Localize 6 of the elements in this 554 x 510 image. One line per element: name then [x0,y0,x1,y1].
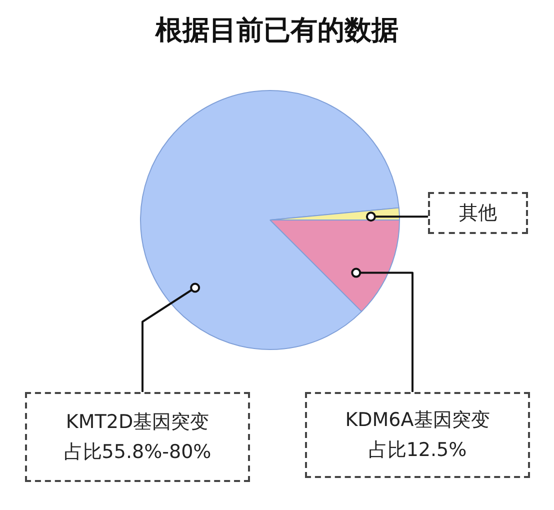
text: 占比55.8%-80% [64,441,212,463]
slice-label: KDM6A基因突变 [344,408,491,433]
chart-title: 根据目前已有的数据 [154,14,400,48]
slice-label: 其他 [458,201,498,226]
data-label: 占比12.5% [367,438,468,463]
slice-label: KMT2D基因突变 [64,410,210,435]
